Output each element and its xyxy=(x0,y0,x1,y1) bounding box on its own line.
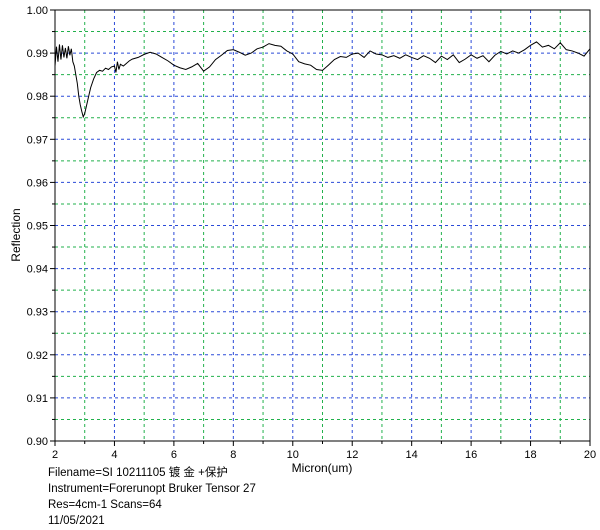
x-tick-label: 6 xyxy=(171,449,177,461)
y-axis-title: Reflection xyxy=(9,208,23,261)
y-tick-label: 0.98 xyxy=(27,91,48,103)
y-tick-label: 0.95 xyxy=(27,221,48,233)
y-tick-label: 1.00 xyxy=(27,5,48,17)
x-tick-label: 12 xyxy=(346,449,358,461)
x-tick-label: 16 xyxy=(465,449,477,461)
grid xyxy=(55,10,590,441)
y-tick-label: 0.93 xyxy=(27,307,48,319)
x-axis-title: Micron(um) xyxy=(292,461,353,475)
x-axis: 2 4 6 8 10 12 14 16 18 20 xyxy=(52,441,596,461)
filename-text: Filename=SI 10211105 镀 金 +保护 xyxy=(48,467,228,479)
x-tick-label: 8 xyxy=(230,449,236,461)
y-tick-label: 0.96 xyxy=(27,177,48,189)
y-tick-label: 0.90 xyxy=(27,436,48,448)
y-axis: 0.90 0.91 0.92 0.93 0.94 0.95 0.96 0.97 0.98 0.99… xyxy=(27,5,55,448)
x-tick-label: 14 xyxy=(406,449,418,461)
x-tick-label: 2 xyxy=(52,449,58,461)
resolution-text: Res=4cm-1 Scans=64 xyxy=(48,499,162,511)
y-tick-label: 0.94 xyxy=(27,264,48,276)
y-tick-label: 0.99 xyxy=(27,48,48,60)
x-tick-label: 4 xyxy=(111,449,117,461)
y-tick-label: 0.91 xyxy=(27,393,48,405)
date-text: 11/05/2021 xyxy=(48,515,105,527)
instrument-text: Instrument=Forerunopt Bruker Tensor 27 xyxy=(48,483,256,495)
y-tick-label: 0.92 xyxy=(27,350,48,362)
x-tick-label: 20 xyxy=(584,449,596,461)
y-tick-label: 0.97 xyxy=(27,134,48,146)
series-line xyxy=(54,41,591,119)
x-tick-label: 18 xyxy=(524,449,536,461)
x-tick-label: 10 xyxy=(287,449,299,461)
